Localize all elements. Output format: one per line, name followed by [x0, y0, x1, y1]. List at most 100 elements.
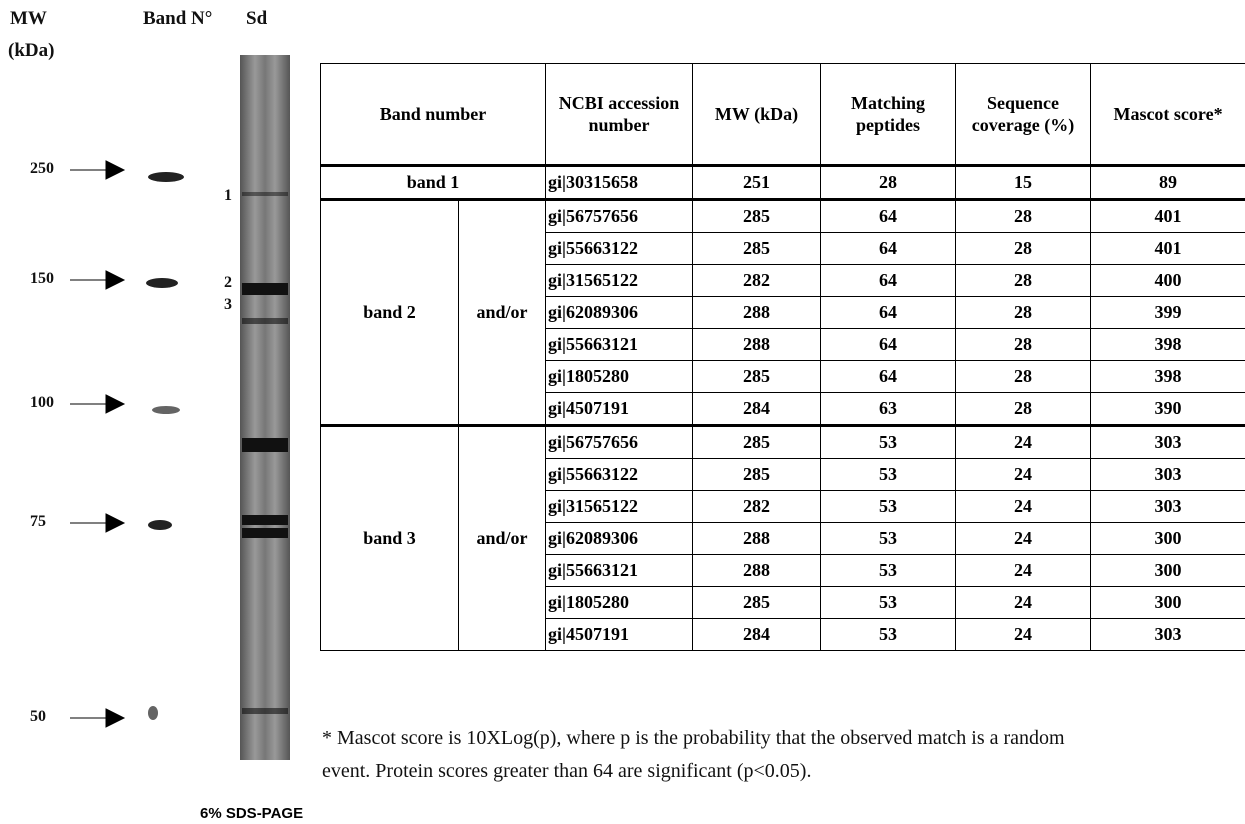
footnote: * Mascot score is 10XLog(p), where p is …: [322, 727, 1065, 750]
data-cell: 285: [693, 233, 821, 265]
data-cell: 300: [1091, 555, 1245, 587]
data-cell: 64: [821, 200, 956, 233]
data-cell: 285: [693, 587, 821, 619]
header-cell: Sequence coverage (%): [956, 64, 1091, 166]
data-cell: 64: [821, 265, 956, 297]
data-cell: 53: [821, 491, 956, 523]
data-cell: 24: [956, 523, 1091, 555]
band-label: band 2: [321, 200, 459, 426]
accession-cell: gi|62089306: [546, 523, 693, 555]
gel-figure: [0, 0, 320, 824]
data-cell: 399: [1091, 297, 1245, 329]
data-cell: 285: [693, 459, 821, 491]
page: MW (kDa) Band N° Sd 2501501007550123 Ban…: [0, 0, 1245, 824]
header-cell: Band number: [321, 64, 546, 166]
relation-label: and/or: [459, 200, 546, 426]
data-cell: 282: [693, 265, 821, 297]
data-cell: 53: [821, 523, 956, 555]
marker-bands: [146, 172, 184, 720]
arrows: [70, 161, 124, 727]
accession-cell: gi|56757656: [546, 426, 693, 459]
data-cell: 53: [821, 426, 956, 459]
accession-cell: gi|55663122: [546, 459, 693, 491]
data-cell: 28: [956, 393, 1091, 426]
header-cell: Mascot score*: [1091, 64, 1245, 166]
data-cell: 284: [693, 619, 821, 651]
data-cell: 28: [956, 265, 1091, 297]
data-cell: 53: [821, 619, 956, 651]
data-cell: 28: [956, 233, 1091, 265]
accession-cell: gi|31565122: [546, 265, 693, 297]
accession-cell: gi|55663121: [546, 555, 693, 587]
data-cell: 300: [1091, 523, 1245, 555]
band-label: band 3: [321, 426, 459, 651]
data-cell: 251: [693, 166, 821, 200]
data-cell: 303: [1091, 619, 1245, 651]
data-cell: 53: [821, 555, 956, 587]
data-cell: 53: [821, 459, 956, 491]
data-cell: 64: [821, 329, 956, 361]
band-number: 2: [224, 274, 232, 292]
data-cell: 24: [956, 459, 1091, 491]
data-cell: 24: [956, 491, 1091, 523]
data-cell: 303: [1091, 459, 1245, 491]
accession-cell: gi|55663121: [546, 329, 693, 361]
data-cell: 28: [956, 297, 1091, 329]
data-cell: 401: [1091, 200, 1245, 233]
data-cell: 24: [956, 587, 1091, 619]
relation-label: and/or: [459, 426, 546, 651]
data-cell: 28: [821, 166, 956, 200]
gel-caption: 6% SDS-PAGE: [200, 805, 303, 822]
data-cell: 24: [956, 619, 1091, 651]
data-cell: 285: [693, 200, 821, 233]
data-cell: 53: [821, 587, 956, 619]
marker-label: 75: [30, 513, 46, 531]
data-cell: 282: [693, 491, 821, 523]
marker-label: 100: [30, 394, 54, 412]
band-number: 1: [224, 187, 232, 205]
accession-cell: gi|4507191: [546, 393, 693, 426]
accession-cell: gi|1805280: [546, 587, 693, 619]
accession-cell: gi|30315658: [546, 166, 693, 200]
data-cell: 285: [693, 426, 821, 459]
data-cell: 288: [693, 555, 821, 587]
header-cell: NCBI accession number: [546, 64, 693, 166]
marker-label: 50: [30, 708, 46, 726]
footnote: event. Protein scores greater than 64 ar…: [322, 760, 811, 783]
data-cell: 64: [821, 233, 956, 265]
data-cell: 398: [1091, 329, 1245, 361]
data-cell: 300: [1091, 587, 1245, 619]
data-cell: 24: [956, 426, 1091, 459]
accession-cell: gi|1805280: [546, 361, 693, 393]
data-cell: 15: [956, 166, 1091, 200]
accession-cell: gi|31565122: [546, 491, 693, 523]
data-cell: 28: [956, 361, 1091, 393]
data-cell: 401: [1091, 233, 1245, 265]
data-cell: 89: [1091, 166, 1245, 200]
data-cell: 303: [1091, 491, 1245, 523]
data-cell: 288: [693, 329, 821, 361]
accession-cell: gi|62089306: [546, 297, 693, 329]
data-cell: 400: [1091, 265, 1245, 297]
data-cell: 288: [693, 297, 821, 329]
data-cell: 28: [956, 200, 1091, 233]
data-cell: 24: [956, 555, 1091, 587]
marker-label: 250: [30, 160, 54, 178]
data-cell: 63: [821, 393, 956, 426]
band-number: 3: [224, 296, 232, 314]
header-cell: MW (kDa): [693, 64, 821, 166]
band-label: band 1: [321, 166, 546, 200]
data-cell: 64: [821, 297, 956, 329]
header-cell: Matching peptides: [821, 64, 956, 166]
accession-cell: gi|55663122: [546, 233, 693, 265]
data-cell: 303: [1091, 426, 1245, 459]
data-cell: 285: [693, 361, 821, 393]
data-cell: 284: [693, 393, 821, 426]
data-cell: 288: [693, 523, 821, 555]
accession-cell: gi|56757656: [546, 200, 693, 233]
data-cell: 398: [1091, 361, 1245, 393]
